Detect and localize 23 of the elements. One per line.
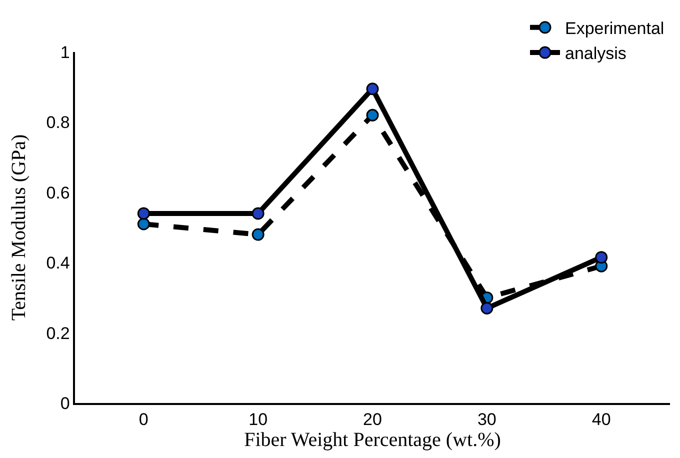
y-tick-label: 1 [60, 42, 70, 62]
x-tick-label: 20 [363, 410, 382, 430]
y-tick-label: 0.2 [46, 324, 70, 343]
y-tick-label: 0.4 [46, 254, 70, 273]
x-tick-label: 10 [248, 410, 268, 430]
y-tick-label: 0 [60, 394, 70, 413]
point [252, 228, 264, 241]
y-axis-title: Tensile Modulus (GPa) [8, 134, 30, 321]
x-axis-title: Fiber Weight Percentage (wt.%) [244, 429, 501, 452]
x-tick-label: 30 [477, 410, 496, 430]
legend-label: Experimental [565, 19, 664, 38]
x-tick-label: 40 [592, 410, 611, 430]
x-tick-label: 0 [138, 410, 148, 430]
point [366, 82, 379, 96]
y-tick-label: 0.8 [46, 113, 70, 132]
point [252, 207, 264, 220]
point [366, 108, 379, 122]
legend-label: analysis [565, 44, 626, 64]
point [480, 302, 494, 314]
y-tick-label: 0.6 [46, 183, 70, 202]
point [137, 218, 150, 230]
point [595, 251, 608, 264]
point [137, 207, 150, 220]
